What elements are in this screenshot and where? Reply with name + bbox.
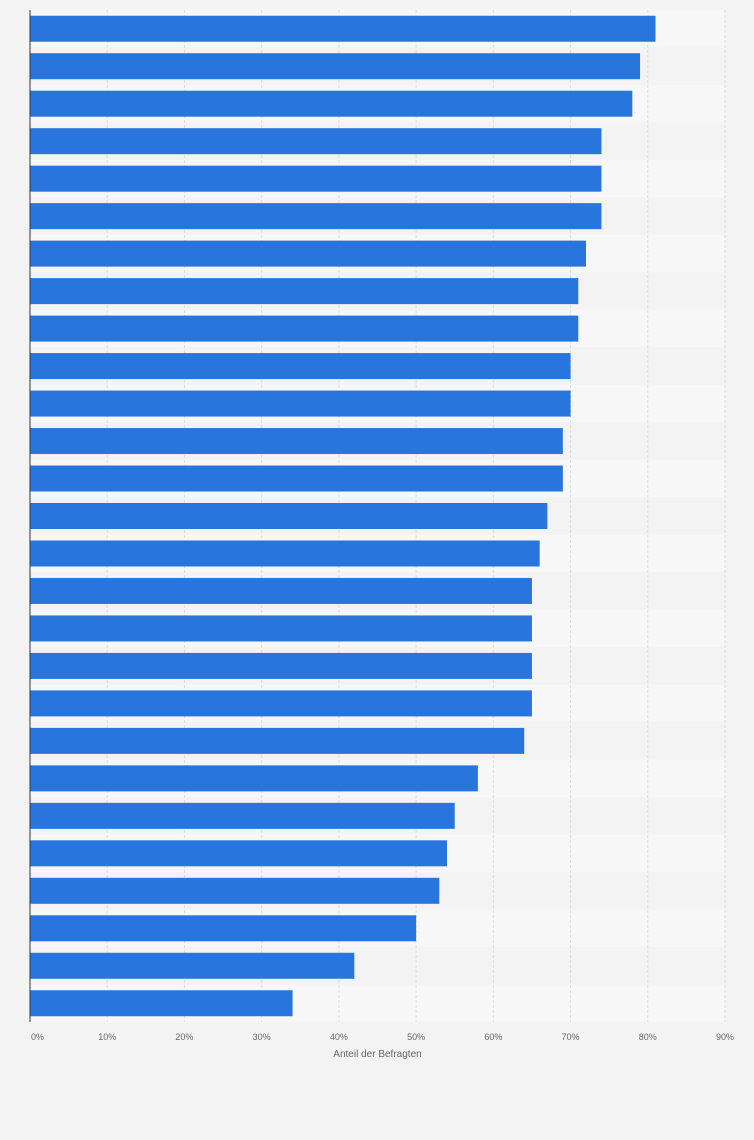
bar (30, 240, 586, 267)
x-tick-label: 30% (253, 1032, 271, 1042)
bar (30, 503, 548, 529)
bar (30, 840, 447, 867)
x-tick-label: 0% (31, 1032, 44, 1042)
x-tick-label: 50% (407, 1032, 425, 1042)
bar (30, 128, 602, 155)
bar (30, 727, 525, 754)
bar (30, 465, 563, 492)
bar (30, 802, 455, 829)
bar (30, 165, 602, 192)
bar (30, 53, 641, 80)
bar (30, 690, 532, 717)
x-tick-label: 70% (562, 1032, 580, 1042)
bar (30, 615, 532, 642)
x-tick-label: 20% (175, 1032, 193, 1042)
bar (30, 952, 355, 979)
bar (30, 577, 532, 604)
x-tick-label: 10% (98, 1032, 116, 1042)
x-tick-label: 40% (330, 1032, 348, 1042)
x-tick-label: 90% (716, 1032, 734, 1042)
bar (30, 90, 633, 117)
bar (30, 540, 540, 567)
bar (30, 652, 532, 679)
bar (30, 15, 656, 42)
x-tick-label: 60% (484, 1032, 502, 1042)
bar (30, 990, 293, 1017)
x-axis-title: Anteil der Befragten (333, 1049, 422, 1060)
bar (30, 390, 571, 417)
x-tick-label: 80% (639, 1032, 657, 1042)
bar (30, 877, 440, 904)
bar (30, 315, 579, 342)
bar (30, 353, 571, 380)
bar (30, 915, 417, 942)
bar (30, 278, 579, 305)
bar (30, 203, 602, 230)
bar (30, 765, 478, 792)
bar (30, 428, 563, 455)
